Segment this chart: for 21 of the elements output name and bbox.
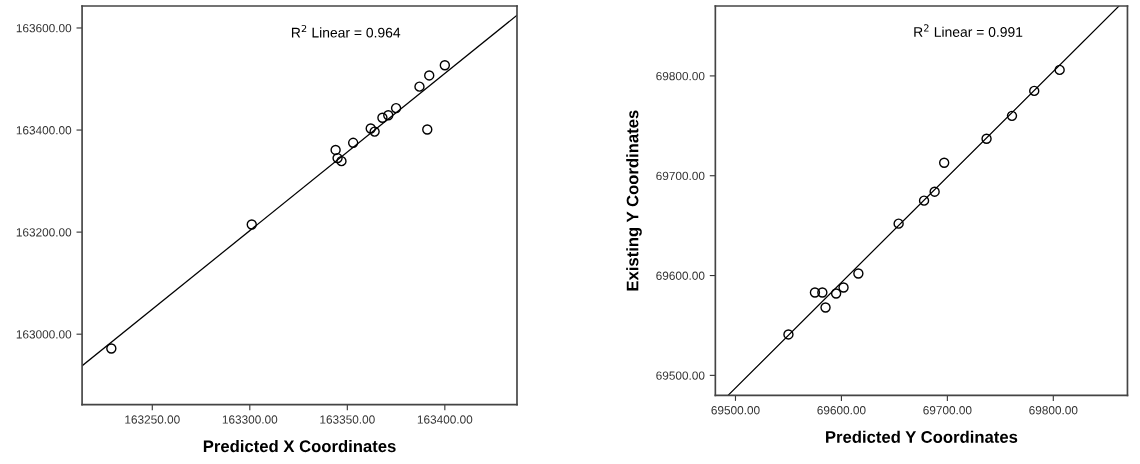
y-axis-title: Existing Y Coordinates xyxy=(626,110,642,291)
x-tick-label: 163400.00 xyxy=(417,415,473,424)
x-tick-label: 69700.00 xyxy=(923,406,972,415)
x-tick-label: 163300.00 xyxy=(222,415,278,424)
y-tick-label: 69800.00 xyxy=(656,71,705,81)
x-axis-title: Predicted X Coordinates xyxy=(203,439,396,453)
x-tick-label: 163350.00 xyxy=(320,415,375,424)
y-tick-label: 163200.00 xyxy=(16,228,72,237)
y-tick-label: 69500.00 xyxy=(656,371,705,380)
x-tick-label: 69500.00 xyxy=(711,406,760,415)
annotation: R$^{2}$ Linear = 0.964 xyxy=(291,24,401,38)
y-tick-label: 69700.00 xyxy=(656,171,705,181)
y-tick-label: 163600.00 xyxy=(16,24,72,33)
annotation: R$^{2}$ Linear = 0.991 xyxy=(914,24,1023,37)
x-tick-label: 69800.00 xyxy=(1029,406,1078,415)
y-tick-label: 163400.00 xyxy=(16,126,72,135)
y-tick-label: 163000.00 xyxy=(16,330,72,339)
x-tick-label: 69600.00 xyxy=(817,406,866,415)
x-axis-title: Predicted Y Coordinates xyxy=(826,430,1018,443)
y-tick-label: 69600.00 xyxy=(656,271,705,280)
x-tick-label: 163250.00 xyxy=(125,415,180,424)
